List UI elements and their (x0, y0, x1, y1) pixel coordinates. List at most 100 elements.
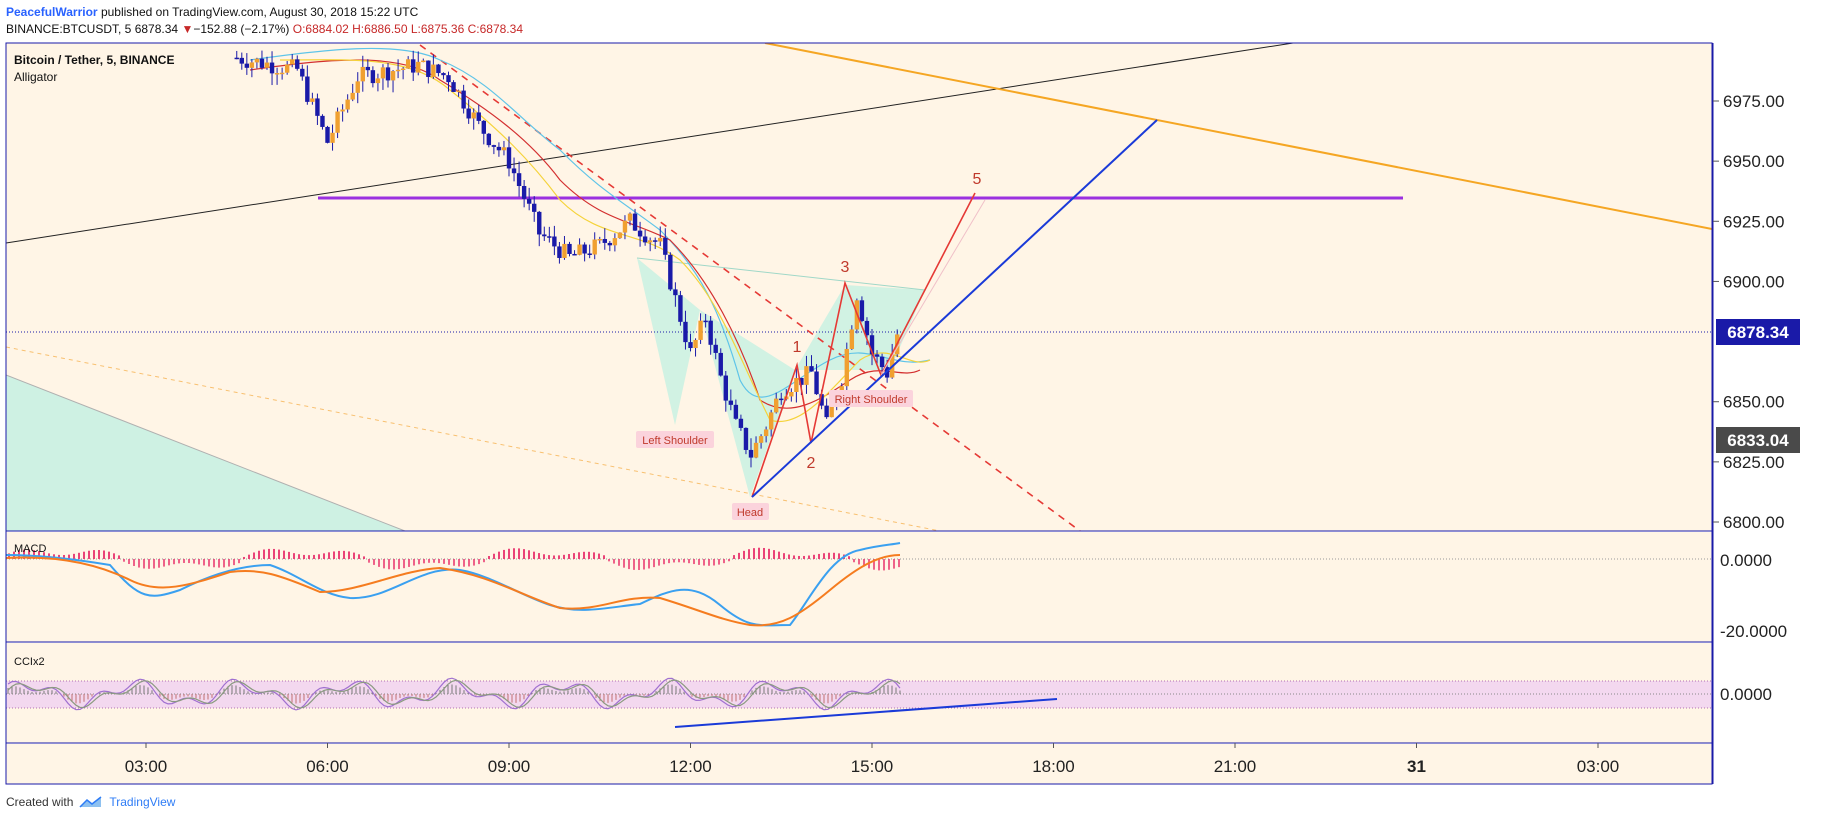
macd-bar (673, 559, 675, 563)
macd-bar (268, 548, 270, 559)
macd-bar (578, 552, 580, 559)
macd-bar (503, 549, 505, 559)
candle-body (844, 348, 849, 387)
symbol: BINANCE:BTCUSDT, 5 (6, 22, 132, 36)
candle-body (804, 366, 809, 385)
candle-body (869, 335, 875, 355)
macd-bar (863, 559, 865, 567)
macd-bar (798, 555, 800, 559)
candle-body (879, 356, 885, 368)
candle-body (416, 61, 421, 73)
macd-bar (348, 551, 350, 559)
candle-body (789, 391, 794, 397)
head-label: Head (737, 507, 763, 519)
candle-body (809, 366, 814, 372)
macd-bar (58, 554, 60, 559)
macd-bar (653, 559, 655, 568)
macd-bar (533, 551, 535, 559)
candle-body (779, 398, 784, 401)
macd-bar (598, 553, 600, 559)
wave-guide (880, 199, 986, 376)
candle-body (874, 354, 880, 357)
macd-bar (173, 559, 175, 565)
macd-bar (838, 553, 840, 559)
macd-bar (128, 559, 130, 564)
macd-bar (718, 559, 720, 565)
candle-body (350, 92, 355, 100)
macd-bar (468, 559, 470, 567)
macd-bar (813, 554, 815, 559)
macd-bar (163, 559, 165, 567)
macd-bar (748, 549, 750, 559)
candle-body (496, 146, 502, 151)
macd-bar (308, 555, 310, 559)
candle-body (653, 240, 658, 242)
macd-bar (458, 559, 460, 567)
wave-label-2: 2 (807, 455, 816, 472)
macd-bar (198, 559, 200, 565)
macd-bar (523, 549, 525, 559)
macd-bar (628, 559, 630, 570)
price-tick-label: 6950.00 (1723, 152, 1784, 171)
macd-bar (148, 559, 150, 569)
macd-bar (488, 556, 490, 559)
macd-bar (553, 555, 555, 559)
candle-body (264, 62, 270, 68)
macd-bar (538, 553, 540, 559)
candle-body (431, 64, 436, 77)
macd-bar (483, 559, 485, 563)
neckline (636, 257, 926, 291)
price-axis[interactable] (1713, 43, 1825, 784)
legend-title: Bitcoin / Tether, 5, BINANCE (14, 53, 174, 67)
tradingview-link[interactable]: TradingView (109, 795, 176, 809)
macd-bar (83, 551, 85, 559)
macd-bar (698, 559, 700, 565)
candle-body (597, 238, 602, 241)
macd-bar (568, 554, 570, 559)
macd-bar (38, 551, 40, 559)
macd-bar (228, 559, 230, 567)
macd-bar (543, 554, 545, 559)
time-axis[interactable]: 03:00 06:00 09:00 12:00 15:00 18:00 21:00 31 03:… (125, 743, 1620, 776)
macd-pane[interactable] (6, 532, 1712, 642)
wave-label-1: 1 (793, 339, 802, 356)
macd-tick-0: 0.0000 (1720, 551, 1772, 570)
macd-bar (373, 559, 375, 565)
candle-body (547, 236, 552, 238)
candle-body (370, 70, 376, 84)
candle-body (244, 63, 250, 68)
price-change: −152.88 (−2.17%) (193, 22, 290, 36)
macd-bar (618, 559, 620, 566)
macd-tick-1: -20.0000 (1720, 622, 1787, 641)
candle-body (516, 173, 522, 187)
candle-body (491, 145, 497, 147)
ohlc-open: O:6884.02 (292, 22, 349, 36)
macd-bar (593, 552, 595, 559)
macd-bar (573, 553, 575, 559)
candle-body (446, 75, 451, 83)
macd-bar (28, 549, 30, 559)
chart-border (5, 42, 1713, 785)
candle-body (864, 320, 870, 336)
macd-bar (423, 559, 425, 564)
candle-body (315, 98, 320, 116)
macd-bar (648, 559, 650, 569)
candle-body (587, 253, 592, 255)
macd-bar (183, 559, 185, 563)
candle-body (562, 243, 567, 258)
macd-bar (853, 559, 855, 563)
macd-bar (103, 550, 105, 559)
author-link[interactable]: PeacefulWarrior (6, 5, 98, 19)
macd-bar (858, 559, 860, 565)
macd-bar (393, 559, 395, 570)
macd-bar (788, 554, 790, 559)
candle-body (859, 300, 865, 321)
candle-body (658, 237, 663, 242)
macd-bar (343, 550, 345, 559)
candle-body (799, 377, 804, 385)
time-axis-pane (6, 744, 1712, 784)
ohlc-close: C:6878.34 (467, 22, 523, 36)
time-tick-label: 09:00 (488, 757, 531, 776)
macd-bar (623, 559, 625, 568)
